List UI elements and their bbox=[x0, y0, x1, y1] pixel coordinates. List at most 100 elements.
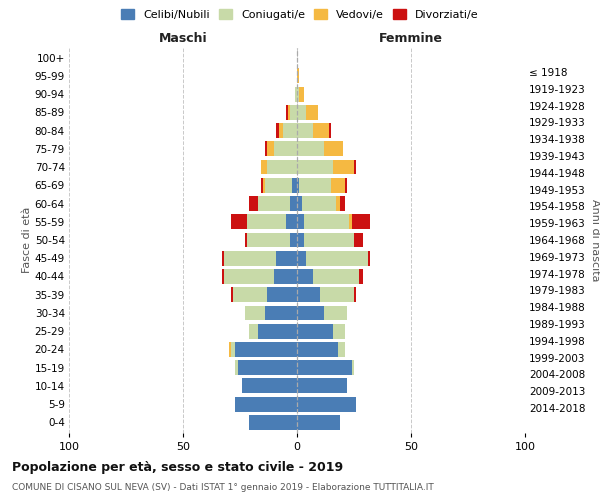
Bar bbox=[290, 196, 297, 211]
Bar bbox=[297, 232, 304, 248]
Bar bbox=[354, 288, 356, 302]
Bar bbox=[306, 251, 368, 266]
Bar bbox=[302, 196, 336, 211]
Y-axis label: Anni di nascita: Anni di nascita bbox=[590, 198, 600, 281]
Text: Maschi: Maschi bbox=[158, 32, 208, 45]
Bar bbox=[235, 342, 297, 357]
Bar bbox=[263, 178, 265, 192]
Bar bbox=[297, 178, 299, 192]
Bar bbox=[338, 342, 345, 357]
Bar bbox=[297, 142, 325, 156]
Bar bbox=[297, 396, 356, 411]
Bar bbox=[340, 196, 345, 211]
Bar bbox=[260, 178, 263, 192]
Bar bbox=[245, 232, 247, 248]
Bar bbox=[304, 232, 354, 248]
Bar bbox=[352, 214, 370, 229]
Bar bbox=[283, 123, 297, 138]
Bar bbox=[297, 251, 306, 266]
Bar bbox=[231, 288, 233, 302]
Bar bbox=[297, 105, 306, 120]
Bar bbox=[297, 342, 338, 357]
Bar bbox=[274, 142, 297, 156]
Bar bbox=[352, 360, 354, 375]
Bar bbox=[297, 415, 340, 430]
Bar bbox=[297, 196, 302, 211]
Bar bbox=[299, 86, 304, 102]
Bar bbox=[349, 214, 352, 229]
Bar bbox=[297, 378, 347, 394]
Bar bbox=[297, 160, 334, 174]
Bar bbox=[290, 105, 297, 120]
Text: Popolazione per età, sesso e stato civile - 2019: Popolazione per età, sesso e stato civil… bbox=[12, 461, 343, 474]
Bar bbox=[286, 214, 297, 229]
Bar bbox=[329, 123, 331, 138]
Bar bbox=[238, 360, 297, 375]
Bar bbox=[222, 269, 224, 284]
Bar bbox=[235, 396, 297, 411]
Bar bbox=[274, 269, 297, 284]
Bar bbox=[222, 251, 224, 266]
Bar bbox=[229, 342, 231, 357]
Bar bbox=[297, 68, 299, 84]
Bar bbox=[368, 251, 370, 266]
Bar bbox=[233, 288, 268, 302]
Bar bbox=[224, 269, 274, 284]
Bar bbox=[297, 86, 299, 102]
Bar bbox=[231, 214, 247, 229]
Legend: Celibi/Nubili, Coniugati/e, Vedovi/e, Divorziati/e: Celibi/Nubili, Coniugati/e, Vedovi/e, Di… bbox=[118, 6, 482, 23]
Bar bbox=[297, 306, 325, 320]
Bar bbox=[258, 196, 290, 211]
Bar bbox=[299, 178, 331, 192]
Bar bbox=[247, 232, 290, 248]
Bar bbox=[277, 123, 279, 138]
Bar bbox=[260, 160, 268, 174]
Bar bbox=[288, 105, 290, 120]
Bar bbox=[354, 160, 356, 174]
Bar bbox=[249, 415, 297, 430]
Bar bbox=[247, 214, 286, 229]
Bar bbox=[231, 342, 235, 357]
Bar bbox=[325, 142, 343, 156]
Bar bbox=[354, 232, 363, 248]
Bar bbox=[268, 160, 297, 174]
Bar bbox=[290, 232, 297, 248]
Bar bbox=[242, 378, 297, 394]
Bar bbox=[265, 142, 268, 156]
Bar bbox=[249, 324, 258, 338]
Bar bbox=[224, 251, 277, 266]
Bar bbox=[265, 178, 292, 192]
Bar bbox=[334, 324, 345, 338]
Bar bbox=[297, 360, 352, 375]
Bar bbox=[313, 123, 329, 138]
Text: Femmine: Femmine bbox=[379, 32, 443, 45]
Bar bbox=[334, 160, 354, 174]
Bar bbox=[331, 178, 345, 192]
Y-axis label: Fasce di età: Fasce di età bbox=[22, 207, 32, 273]
Bar bbox=[279, 123, 283, 138]
Bar bbox=[297, 324, 334, 338]
Bar bbox=[297, 123, 313, 138]
Bar bbox=[249, 196, 258, 211]
Bar bbox=[336, 196, 340, 211]
Bar bbox=[245, 306, 265, 320]
Bar bbox=[313, 269, 359, 284]
Bar bbox=[320, 288, 354, 302]
Text: COMUNE DI CISANO SUL NEVA (SV) - Dati ISTAT 1° gennaio 2019 - Elaborazione TUTTI: COMUNE DI CISANO SUL NEVA (SV) - Dati IS… bbox=[12, 483, 434, 492]
Bar bbox=[295, 86, 297, 102]
Bar bbox=[258, 324, 297, 338]
Bar bbox=[235, 360, 238, 375]
Bar bbox=[325, 306, 347, 320]
Bar bbox=[297, 214, 304, 229]
Bar bbox=[297, 269, 313, 284]
Bar bbox=[304, 214, 349, 229]
Bar bbox=[359, 269, 363, 284]
Bar bbox=[345, 178, 347, 192]
Bar bbox=[268, 142, 274, 156]
Bar bbox=[265, 306, 297, 320]
Bar bbox=[286, 105, 288, 120]
Bar bbox=[277, 251, 297, 266]
Bar bbox=[268, 288, 297, 302]
Bar bbox=[297, 288, 320, 302]
Bar bbox=[306, 105, 317, 120]
